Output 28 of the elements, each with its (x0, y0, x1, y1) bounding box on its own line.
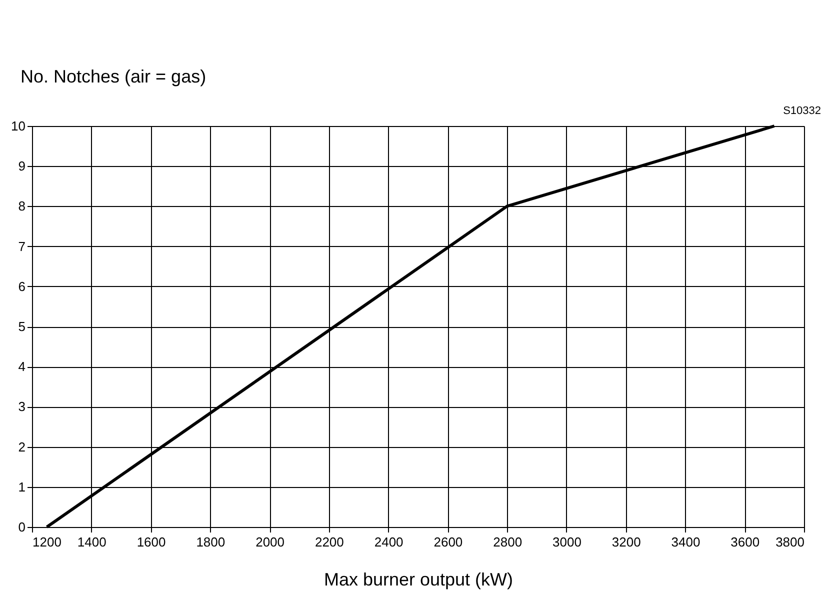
y-tick-label: 8 (18, 198, 26, 214)
y-tick-label: 0 (18, 520, 26, 534)
x-tick-label: 1600 (136, 534, 166, 550)
x-tick-label: 1200 (32, 534, 62, 550)
x-tick-label: 2600 (434, 534, 463, 550)
x-tick-label: 1800 (196, 534, 226, 550)
x-tick-label: 2200 (314, 534, 344, 550)
x-axis-title: Max burner output (kW) (324, 570, 514, 590)
y-tick-label: 7 (18, 238, 26, 254)
y-axis-title: No. Notches (air = gas) (20, 66, 206, 86)
y-tick-label: 2 (18, 439, 26, 454)
x-tick-label: 3400 (671, 534, 700, 550)
y-tick-label: 10 (11, 118, 26, 134)
x-tick-label: 3800 (776, 534, 804, 550)
x-tick-label: 1400 (77, 534, 106, 550)
x-tick-label: 3200 (612, 534, 641, 550)
y-tick-label: 5 (18, 319, 26, 334)
y-tick-label: 9 (18, 158, 26, 174)
y-tick-label: 1 (18, 479, 26, 494)
y-tick-label: 3 (18, 399, 26, 414)
x-tick-label: 2800 (493, 534, 522, 550)
x-tick-label: 3600 (730, 534, 760, 550)
x-tick-label: 2400 (374, 534, 404, 550)
x-tick-label: 2000 (256, 534, 284, 550)
x-tick-label: 3000 (552, 534, 582, 550)
text: S10332 (783, 105, 821, 117)
y-tick-label: 4 (18, 359, 26, 374)
y-tick-label: 6 (18, 278, 26, 294)
